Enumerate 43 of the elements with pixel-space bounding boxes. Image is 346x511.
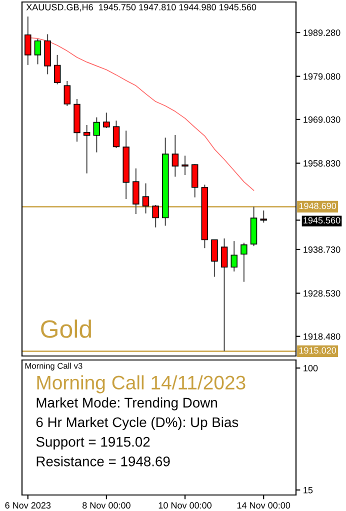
- y-tick-label: 1989.280: [304, 30, 340, 36]
- candlestick: [24, 16, 32, 66]
- candlestick: [34, 38, 42, 65]
- x-tick-label: 10 Nov 00:00: [158, 502, 212, 509]
- x-tick-label: 14 Nov 00:00: [237, 502, 290, 509]
- x-tick-label: 6 Nov 2023: [5, 502, 51, 509]
- y-tick-label: 100: [304, 365, 318, 372]
- annotation: Market Mode: Trending Down: [36, 397, 217, 410]
- y-tick-label: 1938.730: [304, 246, 340, 253]
- y-tick-label: 1958.830: [304, 160, 340, 167]
- annotation: Resistance = 1948.69: [36, 456, 170, 466]
- chart-title: XAUUSD.GB,H6 1945.750 1947.810 1944.980 1945.560: [26, 4, 256, 12]
- y-tick-label: 1979.080: [304, 73, 340, 80]
- annotation: 6 Hr Market Cycle (D%): Up Bias: [36, 416, 238, 430]
- candlestick: [142, 182, 150, 214]
- y-tick-label: 15: [304, 487, 313, 494]
- candlestick: [112, 120, 120, 149]
- annotation: Support = 1915.02: [36, 436, 150, 450]
- y-tick-label: 1928.530: [304, 290, 340, 297]
- candlestick: [83, 124, 90, 174]
- candlestick: [152, 204, 159, 228]
- candlestick: [220, 238, 228, 352]
- candlestick: [132, 168, 140, 215]
- candlestick: [64, 80, 71, 107]
- annotation: Gold: [41, 320, 92, 338]
- chart-title: Morning Call v3: [25, 362, 82, 370]
- x-tick-label: 8 Nov 00:00: [82, 502, 130, 509]
- candlestick: [230, 240, 238, 272]
- y-tick-label: 1969.030: [304, 116, 340, 123]
- candlestick: [103, 112, 110, 129]
- text: Morning Call 14/11/2023: [37, 375, 246, 394]
- candlestick: [211, 239, 218, 278]
- candlestick: [240, 242, 248, 282]
- ref-line-label: 1915.020: [299, 347, 336, 354]
- candlestick: [191, 164, 198, 198]
- candlestick: [54, 54, 61, 85]
- candlestick: [260, 210, 267, 224]
- candlestick: [93, 116, 100, 153]
- ref-line-label: 1948.690: [299, 202, 336, 210]
- y-tick-label: 1945.560: [304, 217, 340, 224]
- y-tick-label: 1918.480: [304, 333, 340, 340]
- candlestick: [172, 134, 179, 178]
- candlestick: [182, 155, 188, 176]
